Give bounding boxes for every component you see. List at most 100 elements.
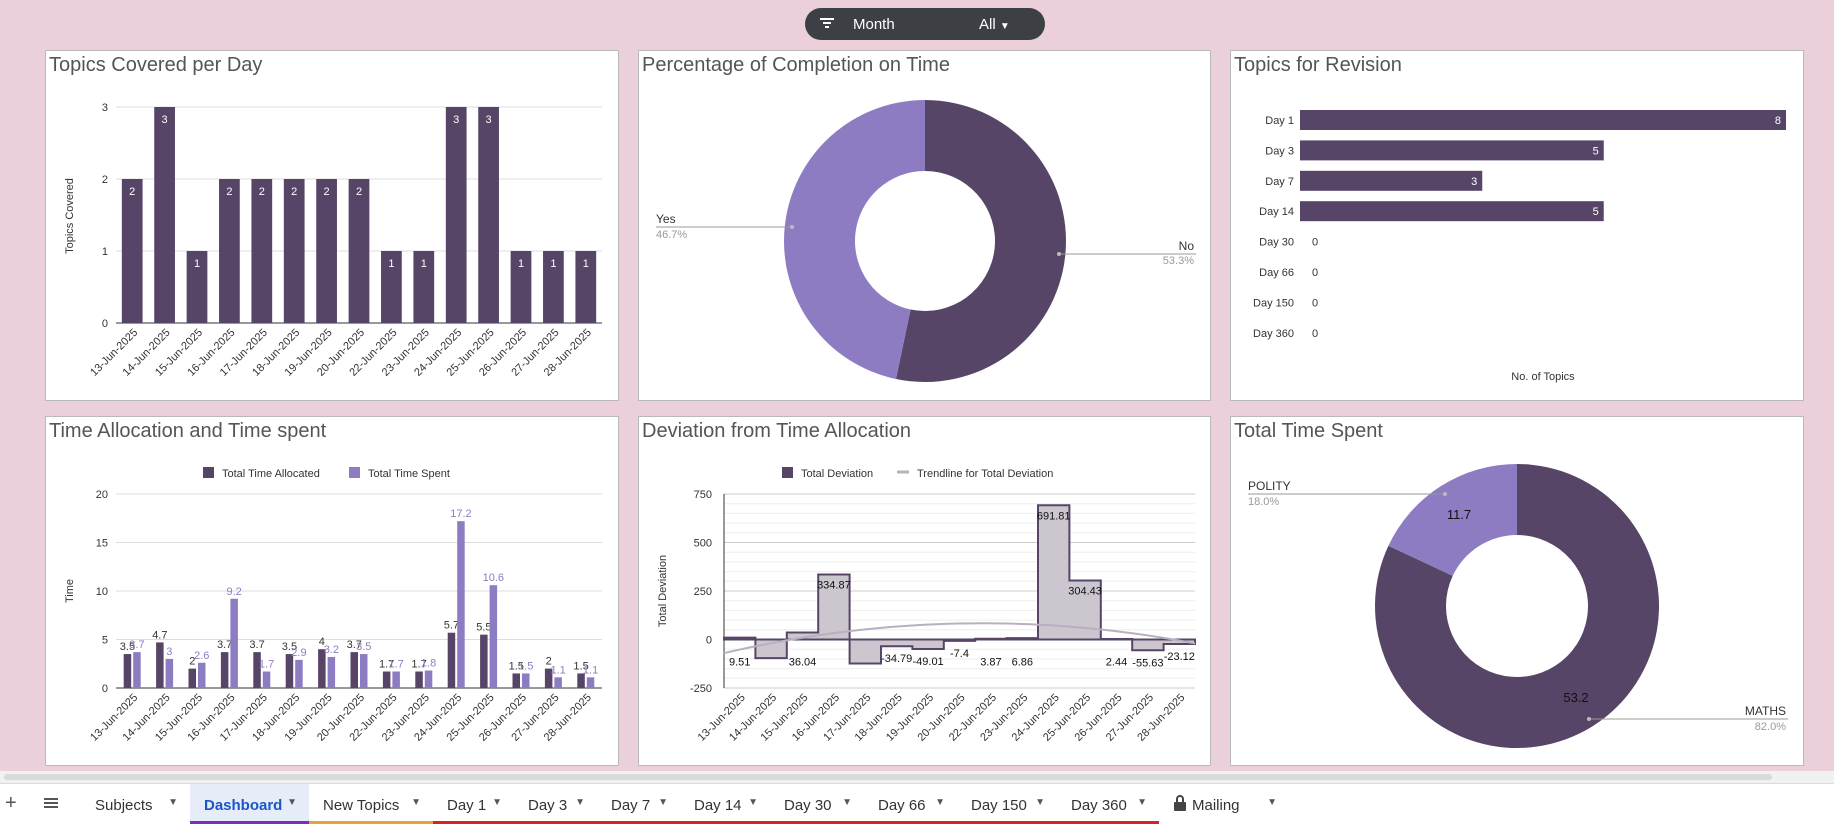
donut-slice [784, 100, 925, 379]
caret-down-icon[interactable]: ▼ [492, 797, 502, 808]
bar [480, 634, 488, 688]
sheet-tab-subjects[interactable]: Subjects ▼ [81, 784, 190, 824]
y-tick-label: 15 [96, 538, 108, 550]
bar-data-label: 3.5 [356, 641, 371, 653]
y-tick-label: 5 [102, 635, 108, 647]
sheet-tab-day-30[interactable]: Day 30 ▼ [770, 784, 864, 824]
bar-data-label: 2 [546, 656, 552, 668]
filter-chip[interactable]: Month All ▼ [805, 8, 1045, 40]
bar-data-label: 2 [356, 186, 362, 198]
y-tick-label: Day 30 [1259, 237, 1294, 249]
caret-down-icon[interactable]: ▼ [748, 797, 758, 808]
filter-icon [819, 15, 835, 35]
chart-title: Topics Covered per Day [49, 54, 263, 76]
bar-data-label: 1 [583, 258, 589, 270]
bar [445, 107, 467, 323]
plus-icon[interactable]: + [5, 792, 17, 814]
bar [1300, 201, 1604, 222]
bar-data-label: 3 [1471, 176, 1477, 188]
sheet-tab-dashboard[interactable]: Dashboard ▼ [190, 784, 309, 824]
bar-data-label: 1 [518, 258, 524, 270]
data-label: 2.44 [1106, 657, 1127, 669]
bar [318, 649, 326, 688]
bar [165, 658, 174, 688]
bar-data-label: 1 [388, 258, 394, 270]
bar [413, 251, 435, 323]
bar-data-label: 3.7 [249, 639, 264, 651]
scrollbar-thumb[interactable] [4, 774, 1772, 780]
bar-data-label: 1.7 [411, 659, 426, 671]
sheet-tab-day-360[interactable]: Day 360 ▼ [1057, 784, 1159, 824]
sheet-tab-day-14[interactable]: Day 14 ▼ [680, 784, 770, 824]
chart-title: Total Time Spent [1234, 420, 1383, 442]
caret-down-icon[interactable]: ▼ [575, 797, 585, 808]
y-tick-label: 750 [694, 489, 712, 501]
tab-label: Subjects [95, 797, 153, 814]
hamburger-icon[interactable] [42, 794, 60, 817]
caret-down-icon[interactable]: ▼ [1035, 797, 1045, 808]
bar-data-label: 0 [1312, 328, 1318, 340]
y-tick-label: 3 [102, 102, 108, 114]
legend-label: Trendline for Total Deviation [917, 468, 1053, 480]
caret-down-icon[interactable]: ▼ [411, 797, 421, 808]
bar-data-label: 2.6 [194, 650, 209, 662]
bar-data-label: 3.2 [324, 644, 339, 656]
sheet-tab-day-1[interactable]: Day 1 ▼ [433, 784, 514, 824]
bar [577, 673, 585, 688]
bar-data-label: 5.5 [476, 622, 491, 634]
filter-value-dropdown[interactable]: All ▼ [979, 16, 1010, 33]
chart-time-allocation[interactable]: Time Allocation and Time spent 0 5 10 15 20 T… [45, 416, 619, 766]
sheet-tab-day-66[interactable]: Day 66 ▼ [864, 784, 957, 824]
caret-down-icon[interactable]: ▼ [935, 797, 945, 808]
chart-deviation[interactable]: Deviation from Time Allocation -250 0 250 5… [638, 416, 1211, 766]
bar-data-label: 3 [486, 114, 492, 126]
caret-down-icon[interactable]: ▼ [1267, 797, 1277, 808]
bar [424, 670, 433, 688]
data-label: -34.79 [881, 653, 912, 665]
bar-data-label: 1 [421, 258, 427, 270]
caret-down-icon[interactable]: ▼ [287, 797, 297, 808]
sheet-tab-day-3[interactable]: Day 3 ▼ [514, 784, 597, 824]
bar [478, 107, 499, 323]
bar-data-label: 8 [1775, 115, 1781, 127]
donut-slice [895, 100, 1066, 383]
chart-topics-for-revision[interactable]: Topics for Revision Day 1 8 Day 3 5 Day 7 3 Da… [1230, 50, 1804, 401]
chart-topics-covered[interactable]: Topics Covered per Day 0 1 2 3 Topics Covere… [45, 50, 619, 401]
data-label: 691.81 [1037, 510, 1071, 522]
chart-total-time-spent[interactable]: Total Time Spent 53.2 11.7 MATHS 82.0% POLIT… [1230, 416, 1804, 766]
sheet-tab-day-7[interactable]: Day 7 ▼ [597, 784, 680, 824]
donut-slice [1388, 464, 1517, 576]
bar [262, 671, 271, 688]
caret-down-icon[interactable]: ▼ [842, 797, 852, 808]
horizontal-scrollbar[interactable] [0, 771, 1834, 783]
sheet-tab-mailing[interactable]: Mailing ▼ [1159, 784, 1289, 824]
sheet-tab-day-150[interactable]: Day 150 ▼ [957, 784, 1057, 824]
filter-label: Month [853, 16, 895, 33]
caret-down-icon[interactable]: ▼ [1137, 797, 1147, 808]
bar [198, 662, 206, 688]
sheet-tab-new-topics[interactable]: New Topics ▼ [309, 784, 433, 824]
bar-data-label: 3 [166, 646, 172, 658]
slice-value-label: 53.2 [1563, 690, 1588, 705]
tab-label: Day 14 [694, 797, 742, 814]
bar [360, 654, 368, 688]
data-label: -55.63 [1132, 657, 1163, 669]
tab-label: Day 1 [447, 797, 487, 814]
bar-data-label: 17.2 [450, 508, 471, 520]
bar-data-label: 3 [453, 114, 459, 126]
tab-label: Day 3 [528, 797, 568, 814]
y-tick-label: 0 [706, 635, 712, 647]
bar-data-label: 1.7 [259, 659, 274, 671]
caret-down-icon[interactable]: ▼ [168, 797, 178, 808]
data-label: 6.86 [1012, 657, 1033, 669]
tab-label: Day 150 [971, 797, 1027, 814]
y-tick-label: Day 1 [1265, 115, 1294, 127]
chart-title: Deviation from Time Allocation [642, 420, 912, 442]
chart-completion-on-time[interactable]: Percentage of Completion on Time No 53.3%… [638, 50, 1211, 401]
bar [230, 598, 238, 688]
bar [133, 652, 141, 688]
bar [554, 677, 562, 688]
slice-value-label: 11.7 [1447, 507, 1471, 522]
slice-label: MATHS [1745, 704, 1786, 718]
caret-down-icon[interactable]: ▼ [658, 797, 668, 808]
